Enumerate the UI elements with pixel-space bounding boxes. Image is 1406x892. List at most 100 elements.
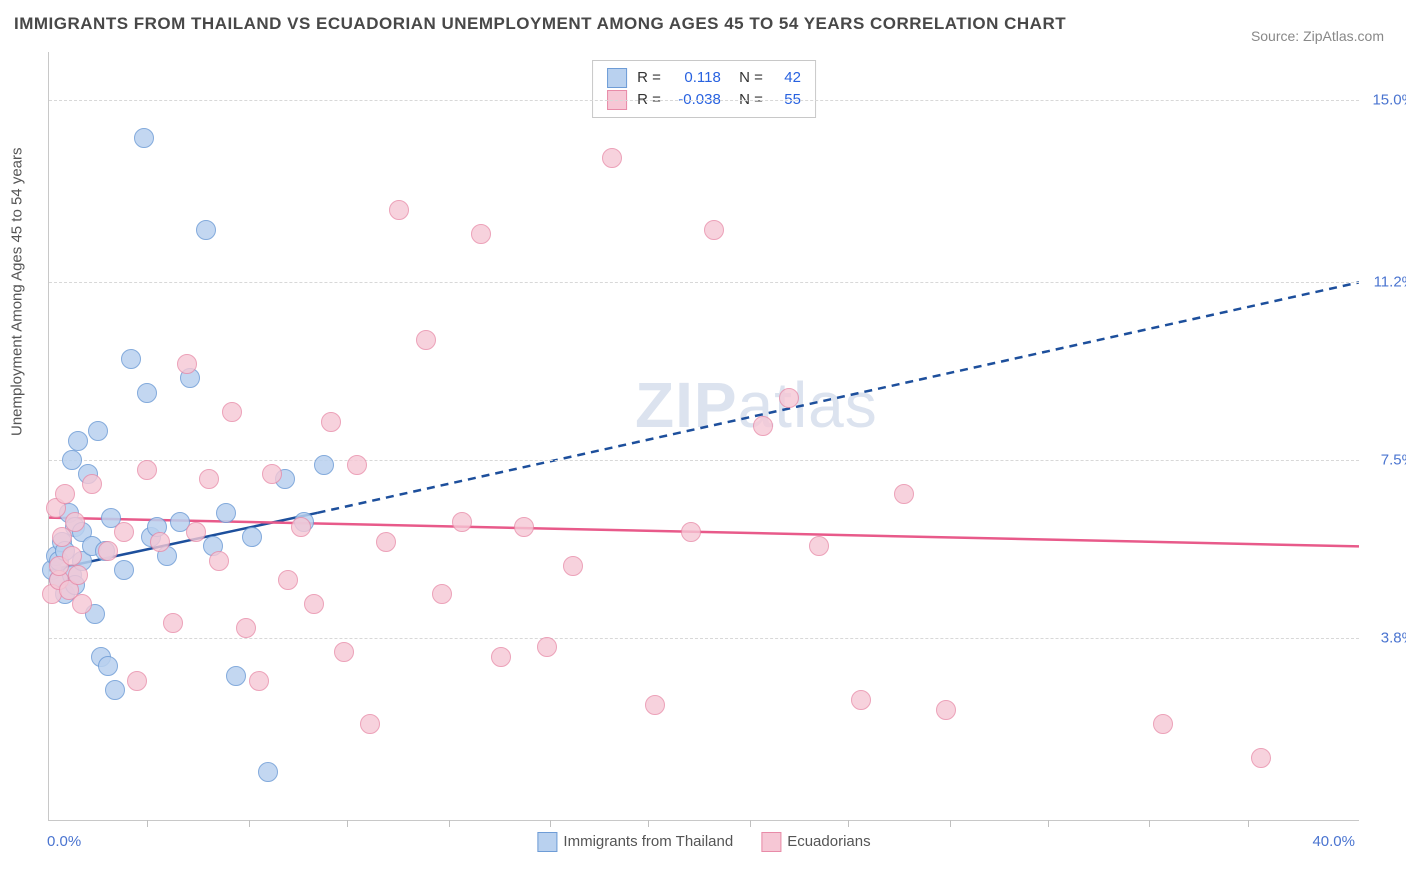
data-point (376, 532, 396, 552)
data-point (602, 148, 622, 168)
x-axis-max-label: 40.0% (1312, 833, 1355, 850)
data-point (304, 594, 324, 614)
data-point (452, 512, 472, 532)
data-point (471, 224, 491, 244)
data-point (321, 412, 341, 432)
data-point (563, 556, 583, 576)
data-point (222, 402, 242, 422)
gridline (49, 282, 1359, 283)
data-point (258, 762, 278, 782)
data-point (150, 532, 170, 552)
y-tick-label: 3.8% (1381, 629, 1406, 646)
data-point (416, 330, 436, 350)
data-point (1251, 748, 1271, 768)
legend-n-value: 42 (773, 67, 801, 89)
data-point (491, 647, 511, 667)
x-tick (249, 820, 250, 827)
data-point (681, 522, 701, 542)
data-point (314, 455, 334, 475)
legend-swatch (607, 68, 627, 88)
correlation-legend: R =0.118 N =42R =-0.038 N =55 (592, 60, 816, 118)
data-point (514, 517, 534, 537)
data-point (894, 484, 914, 504)
gridline (49, 100, 1359, 101)
legend-n-label: N = (731, 67, 763, 89)
data-point (226, 666, 246, 686)
data-point (851, 690, 871, 710)
x-tick (449, 820, 450, 827)
data-point (209, 551, 229, 571)
data-point (432, 584, 452, 604)
x-tick (1048, 820, 1049, 827)
data-point (278, 570, 298, 590)
data-point (779, 388, 799, 408)
legend-item: Ecuadorians (761, 832, 870, 852)
data-point (334, 642, 354, 662)
data-point (249, 671, 269, 691)
x-tick (347, 820, 348, 827)
data-point (134, 128, 154, 148)
data-point (82, 474, 102, 494)
data-point (262, 464, 282, 484)
legend-swatch (761, 832, 781, 852)
data-point (645, 695, 665, 715)
legend-item: Immigrants from Thailand (537, 832, 733, 852)
data-point (137, 460, 157, 480)
x-tick (950, 820, 951, 827)
chart-title: IMMIGRANTS FROM THAILAND VS ECUADORIAN U… (14, 14, 1066, 34)
y-tick-label: 15.0% (1372, 92, 1406, 109)
data-point (163, 613, 183, 633)
data-point (62, 450, 82, 470)
legend-r-value: 0.118 (671, 67, 721, 89)
data-point (216, 503, 236, 523)
data-point (98, 656, 118, 676)
data-point (127, 671, 147, 691)
data-point (114, 522, 134, 542)
trend-lines-layer (49, 52, 1359, 820)
data-point (236, 618, 256, 638)
data-point (114, 560, 134, 580)
data-point (62, 546, 82, 566)
data-point (809, 536, 829, 556)
data-point (98, 541, 118, 561)
y-tick-label: 11.2% (1374, 274, 1406, 291)
watermark-bold: ZIP (635, 369, 738, 441)
data-point (936, 700, 956, 720)
legend-r-label: R = (637, 67, 661, 89)
data-point (196, 220, 216, 240)
data-point (242, 527, 262, 547)
trend-line (318, 282, 1359, 512)
data-point (537, 637, 557, 657)
x-tick (848, 820, 849, 827)
data-point (72, 594, 92, 614)
data-point (137, 383, 157, 403)
x-tick (648, 820, 649, 827)
data-point (121, 349, 141, 369)
x-axis-min-label: 0.0% (47, 833, 81, 850)
data-point (753, 416, 773, 436)
gridline (49, 460, 1359, 461)
x-tick (147, 820, 148, 827)
data-point (186, 522, 206, 542)
data-point (68, 431, 88, 451)
x-tick (750, 820, 751, 827)
data-point (347, 455, 367, 475)
data-point (291, 517, 311, 537)
chart-plot-area: Unemployment Among Ages 45 to 54 years 0… (48, 52, 1359, 821)
legend-swatch (537, 832, 557, 852)
legend-row: R = 0.118 N = 42 (607, 67, 801, 89)
data-point (68, 565, 88, 585)
x-tick (1248, 820, 1249, 827)
data-point (1153, 714, 1173, 734)
data-point (88, 421, 108, 441)
source-label: Source: ZipAtlas.com (1251, 28, 1384, 44)
data-point (65, 512, 85, 532)
data-point (389, 200, 409, 220)
legend-label: Immigrants from Thailand (563, 833, 733, 850)
y-axis-title: Unemployment Among Ages 45 to 54 years (9, 147, 26, 436)
data-point (199, 469, 219, 489)
data-point (177, 354, 197, 374)
data-point (105, 680, 125, 700)
data-point (55, 484, 75, 504)
data-point (360, 714, 380, 734)
